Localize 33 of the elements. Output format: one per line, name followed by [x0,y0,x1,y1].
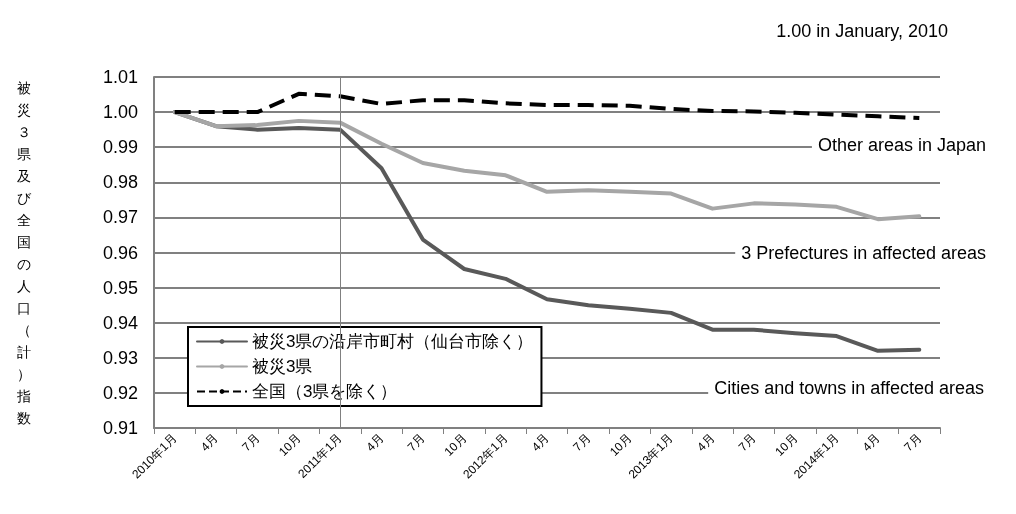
annotation: 3 Prefectures in affected areas [741,243,986,263]
x-tick-label: 10月 [772,431,801,459]
y-tick-label: 0.97 [102,207,138,228]
annotation: Other areas in Japan [817,135,987,155]
x-tick-label: 4月 [197,431,221,455]
x-tick-label: 4月 [694,431,718,455]
y-tick-label: 0.94 [102,312,138,333]
x-tick-label: 7月 [239,431,263,455]
x-tick-label: 7月 [901,431,925,455]
x-tick-label: 4月 [528,431,552,455]
line-series [172,91,922,121]
x-tick-label: 10月 [441,431,470,459]
annotation: Cities and towns in affected areas [714,378,984,398]
x-tick-label: 4月 [859,431,883,455]
x-tick-label: 7月 [570,431,594,455]
text: 被災３県及び全国の人口（計）指数 [17,79,31,426]
y-tick-label: 0.98 [102,172,138,193]
y-tick-label: 1.01 [102,67,138,87]
y-tick-label: 0.99 [102,137,138,158]
y-tick-label: 1.00 [102,102,138,123]
y-tick-label: 0.92 [102,382,138,403]
x-tick-label: 7月 [404,431,428,455]
text: 1.00 in January, 2010 [776,21,949,41]
x-tick-label: 4月 [363,431,387,455]
y-tick-label: 0.95 [102,277,138,298]
x-tick-label: 10月 [275,431,304,459]
legend-label: 被災3県の沿岸市町村（仙台市除く） [252,332,534,351]
x-tick-label: 7月 [735,431,759,455]
y-tick-label: 0.91 [102,418,138,438]
x-tick-label: 10月 [606,431,635,459]
y-tick-label: 0.93 [102,347,138,368]
legend-label: 被災3県 [252,357,313,376]
y-tick-label: 0.96 [102,242,138,263]
